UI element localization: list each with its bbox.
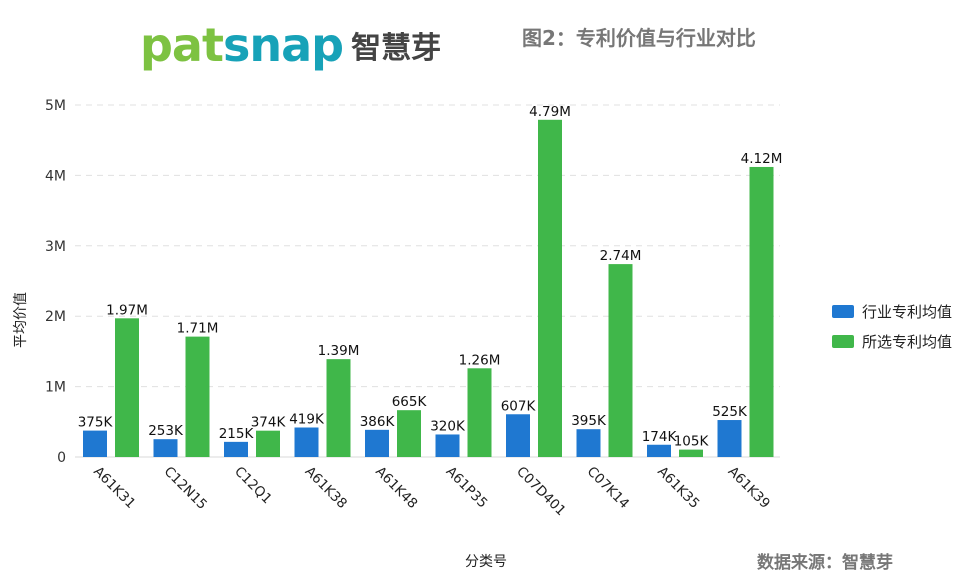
- bar-selected: [538, 119, 562, 457]
- data-label: 253K: [148, 423, 184, 439]
- x-tick-label: C12Q1: [231, 464, 275, 508]
- bar-selected: [608, 264, 633, 457]
- data-label: 215K: [219, 426, 255, 442]
- y-tick-label: 3M: [45, 239, 66, 255]
- data-label: 386K: [360, 414, 396, 430]
- bar-industry: [294, 427, 319, 457]
- data-label: 525K: [712, 404, 748, 420]
- data-label: 374K: [251, 415, 287, 431]
- x-tick-label: A61K38: [302, 464, 350, 512]
- y-tick-label: 0: [57, 450, 66, 466]
- bar-selected: [679, 449, 703, 457]
- logo-chinese-name: 智慧芽: [351, 31, 442, 66]
- data-label: 105K: [674, 434, 710, 450]
- legend-label-industry: 行业专利均值: [862, 302, 953, 321]
- data-label: 1.71M: [177, 321, 219, 337]
- chart-legend: 行业专利均值 所选专利均值: [832, 296, 952, 356]
- bar-industry: [83, 430, 107, 457]
- data-label: 4.79M: [529, 104, 571, 120]
- legend-item-industry[interactable]: 行业专利均值: [832, 296, 952, 326]
- data-label: 2.74M: [600, 248, 642, 264]
- legend-item-selected[interactable]: 所选专利均值: [832, 326, 952, 356]
- bar-selected: [185, 336, 210, 457]
- data-label: 395K: [571, 413, 607, 429]
- logo-wordmark-main: pat: [140, 18, 224, 72]
- data-label: 1.97M: [106, 302, 148, 318]
- logo-wordmark-accent: snap: [222, 18, 344, 72]
- figure-title: 图2：专利价值与行业对比: [522, 26, 756, 50]
- y-tick-label: 2M: [45, 309, 66, 325]
- logo-wordmark: patsnap: [140, 22, 344, 68]
- bar-industry: [506, 414, 530, 457]
- x-tick-label: C12N15: [161, 464, 210, 513]
- bar-industry: [717, 420, 742, 457]
- bar-industry: [647, 444, 671, 457]
- x-tick-label: A61K39: [725, 464, 773, 512]
- x-tick-label: C07D401: [513, 464, 569, 520]
- data-label: 1.39M: [318, 343, 360, 359]
- x-tick-label: A61K48: [372, 464, 420, 512]
- data-label: 320K: [430, 418, 466, 434]
- data-source-note: 数据来源：智慧芽: [757, 553, 893, 573]
- patsnap-logo: patsnap 智慧芽: [140, 8, 441, 68]
- x-tick-label: A61K31: [90, 464, 138, 512]
- bar-industry: [365, 429, 389, 457]
- bar-selected: [115, 318, 139, 457]
- bar-industry: [576, 429, 601, 457]
- x-tick-label: A61P35: [443, 464, 491, 512]
- legend-label-selected: 所选专利均值: [862, 332, 953, 351]
- y-tick-label: 5M: [45, 98, 66, 114]
- x-tick-label: A61K35: [654, 464, 702, 512]
- bar-selected: [467, 368, 492, 457]
- x-axis-title: 分类号: [465, 554, 507, 570]
- bar-selected: [326, 359, 351, 457]
- bar-selected: [749, 166, 774, 457]
- bar-selected: [397, 410, 421, 457]
- y-axis-title: 平均价值: [13, 292, 29, 348]
- x-tick-label: C07K14: [584, 464, 633, 513]
- data-label: 4.12M: [741, 151, 783, 167]
- y-tick-label: 1M: [45, 380, 66, 396]
- bar-industry: [224, 441, 248, 457]
- data-label: 1.26M: [459, 352, 501, 368]
- data-label: 419K: [289, 412, 325, 428]
- legend-swatch-selected: [832, 334, 854, 348]
- data-label: 375K: [78, 415, 114, 431]
- bar-industry: [153, 439, 178, 457]
- data-label: 174K: [642, 429, 678, 445]
- bar-industry: [435, 434, 460, 457]
- bar-selected: [256, 430, 280, 457]
- y-tick-label: 4M: [45, 168, 66, 184]
- legend-swatch-industry: [832, 304, 854, 318]
- data-label: 665K: [392, 394, 428, 410]
- data-label: 607K: [501, 398, 537, 414]
